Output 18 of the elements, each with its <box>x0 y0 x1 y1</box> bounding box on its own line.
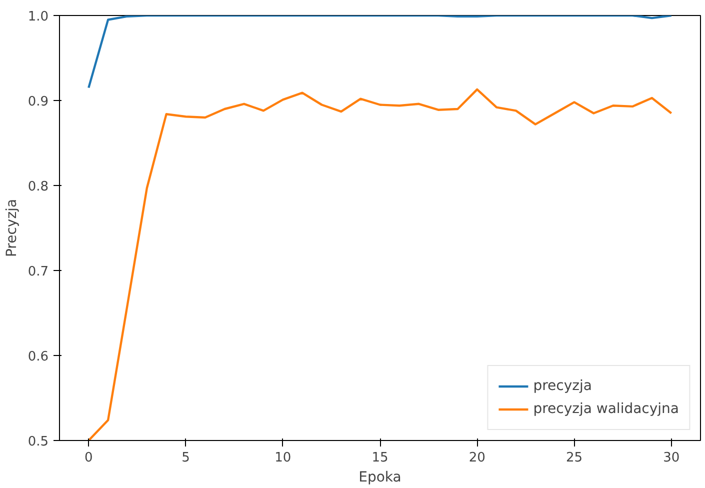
x-tick-label: 10 <box>274 450 292 466</box>
x-axis-title: Epoka <box>358 470 402 486</box>
y-tick-label: 0.9 <box>28 94 49 110</box>
x-tick-label: 30 <box>663 450 680 466</box>
x-tick-label: 0 <box>84 450 93 466</box>
y-axis-title: Precyzja <box>4 198 20 258</box>
legend-label: precyzja <box>533 378 592 394</box>
y-tick-label: 1.0 <box>28 10 49 24</box>
x-tick-label: 25 <box>566 450 583 466</box>
line-series <box>88 16 672 89</box>
x-tick-label: 5 <box>182 450 190 466</box>
y-tick-label: 0.8 <box>28 180 49 194</box>
legend-label: precyzja walidacyjna <box>533 401 679 417</box>
y-tick-label: 0.5 <box>28 434 49 450</box>
y-tick-label: 0.7 <box>28 264 49 280</box>
x-tick-label: 20 <box>468 450 486 466</box>
x-tick-label: 15 <box>372 450 388 466</box>
y-tick-label: 0.6 <box>28 350 49 364</box>
